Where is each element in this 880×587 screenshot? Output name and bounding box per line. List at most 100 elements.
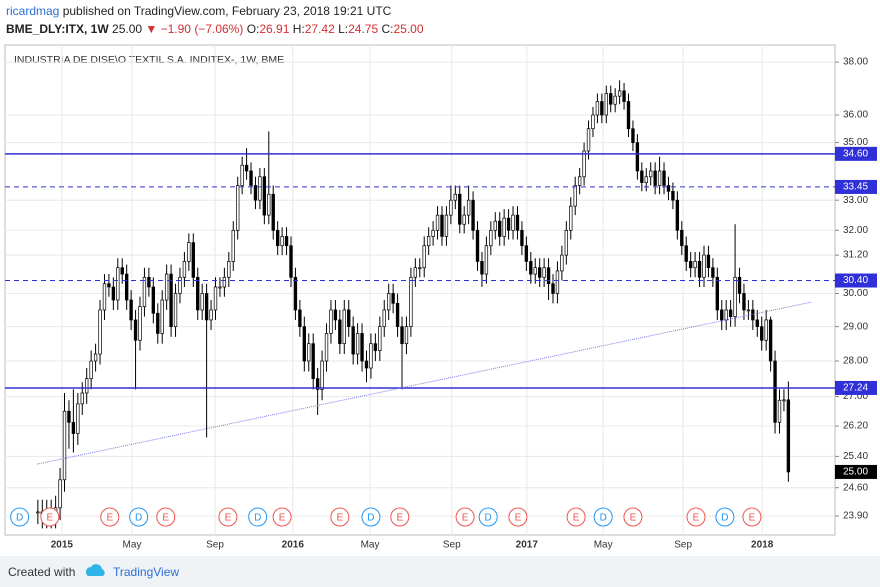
level-label-bg bbox=[835, 273, 877, 288]
candle-body bbox=[760, 326, 764, 341]
event-label: E bbox=[693, 513, 700, 524]
candle-body bbox=[93, 353, 98, 362]
candle-body bbox=[728, 309, 733, 317]
candle-body bbox=[635, 142, 640, 172]
brand[interactable]: TradingView bbox=[113, 565, 180, 579]
candle-body bbox=[244, 164, 249, 172]
event-marker[interactable] bbox=[742, 507, 762, 527]
event-marker[interactable] bbox=[330, 507, 350, 527]
candle-body bbox=[529, 261, 533, 275]
event-marker[interactable] bbox=[478, 507, 498, 527]
candle-body bbox=[475, 229, 480, 262]
event-marker[interactable] bbox=[455, 507, 475, 527]
candle-body bbox=[533, 267, 537, 275]
candle-body bbox=[76, 403, 80, 434]
candle-body bbox=[675, 199, 680, 231]
created-with: Created with bbox=[8, 565, 76, 579]
event-label: D bbox=[485, 513, 492, 524]
candle-body bbox=[449, 199, 453, 216]
event-marker[interactable] bbox=[715, 507, 735, 527]
event-label: E bbox=[749, 513, 756, 524]
candle-body bbox=[169, 273, 173, 328]
event-marker[interactable] bbox=[623, 507, 643, 527]
candle-body bbox=[644, 176, 648, 183]
candle-body bbox=[275, 229, 280, 247]
level-label: 27.24 bbox=[843, 383, 868, 394]
candle-body bbox=[387, 293, 391, 311]
event-label: E bbox=[396, 513, 403, 524]
candle-body bbox=[124, 273, 129, 301]
candle-body bbox=[258, 176, 262, 201]
candle-body bbox=[62, 410, 67, 481]
candle-body bbox=[231, 229, 235, 262]
event-marker[interactable] bbox=[508, 507, 528, 527]
candle-body bbox=[626, 101, 631, 130]
y-tick-label: 25.40 bbox=[843, 451, 868, 462]
event-marker[interactable] bbox=[686, 507, 706, 527]
candle-body bbox=[156, 312, 160, 334]
event-marker[interactable] bbox=[156, 507, 176, 527]
candle-body bbox=[555, 270, 560, 294]
x-tick-label: Sep bbox=[674, 540, 692, 551]
footer: Created with TradingView bbox=[0, 556, 880, 587]
candle-body bbox=[653, 170, 657, 186]
chart: INDUSTRIA DE DISE\O TEXTIL S.A. INDITEX-… bbox=[4, 44, 877, 551]
x-tick-label: Sep bbox=[443, 540, 461, 551]
ohlc-label: H: bbox=[292, 22, 305, 36]
candle-body bbox=[129, 299, 133, 321]
event-marker[interactable] bbox=[566, 507, 586, 527]
candle-body bbox=[604, 93, 608, 116]
candle-body bbox=[569, 205, 573, 231]
last-price-label: 25.00 bbox=[843, 467, 868, 478]
y-tick-label: 23.90 bbox=[843, 511, 868, 522]
candle-body bbox=[222, 276, 227, 288]
candle-body bbox=[649, 170, 653, 178]
symbol: BME_DLY:ITX, 1W bbox=[6, 22, 109, 36]
candle-body bbox=[240, 164, 244, 186]
event-marker[interactable] bbox=[272, 507, 292, 527]
header: ricardmag published on TradingView.com, … bbox=[6, 2, 424, 38]
candle-body bbox=[724, 309, 728, 321]
level-label-bg bbox=[835, 380, 877, 395]
event-marker[interactable] bbox=[593, 507, 613, 527]
candle-body bbox=[737, 276, 742, 294]
candle-body bbox=[409, 276, 413, 328]
event-marker[interactable] bbox=[10, 507, 30, 527]
candle-body bbox=[147, 276, 151, 288]
event-label: E bbox=[337, 513, 344, 524]
candle-body bbox=[546, 267, 551, 285]
event-marker[interactable] bbox=[390, 507, 410, 527]
candle-body bbox=[116, 267, 120, 301]
candle-body bbox=[204, 293, 209, 321]
logo bbox=[86, 564, 105, 576]
y-tick-label: 36.00 bbox=[843, 110, 868, 121]
candle-body bbox=[151, 286, 156, 314]
candle-body bbox=[537, 267, 542, 278]
candle-body bbox=[480, 261, 484, 275]
candle-body bbox=[404, 326, 409, 345]
candle-body bbox=[284, 236, 289, 247]
candle-body bbox=[298, 309, 302, 328]
candle-body bbox=[684, 245, 688, 262]
event-marker[interactable] bbox=[40, 507, 60, 527]
event-label: E bbox=[162, 513, 169, 524]
candle-body bbox=[702, 254, 706, 278]
event-marker[interactable] bbox=[218, 507, 238, 527]
candle-body bbox=[133, 319, 138, 341]
candle-body bbox=[617, 90, 622, 97]
event-marker[interactable] bbox=[361, 507, 381, 527]
event-marker[interactable] bbox=[100, 507, 120, 527]
candle-body bbox=[680, 229, 684, 247]
x-tick-label: 2017 bbox=[516, 540, 539, 551]
event-marker[interactable] bbox=[129, 507, 149, 527]
event-marker[interactable] bbox=[248, 507, 268, 527]
candle-body bbox=[196, 276, 200, 311]
candle-body bbox=[378, 326, 382, 351]
candle-body bbox=[755, 319, 759, 328]
author[interactable]: ricardmag bbox=[6, 4, 60, 18]
event-label: D bbox=[600, 513, 607, 524]
event-label: E bbox=[630, 513, 637, 524]
candle-body bbox=[200, 293, 204, 311]
candle-body bbox=[786, 399, 791, 473]
candle-body bbox=[329, 309, 333, 334]
